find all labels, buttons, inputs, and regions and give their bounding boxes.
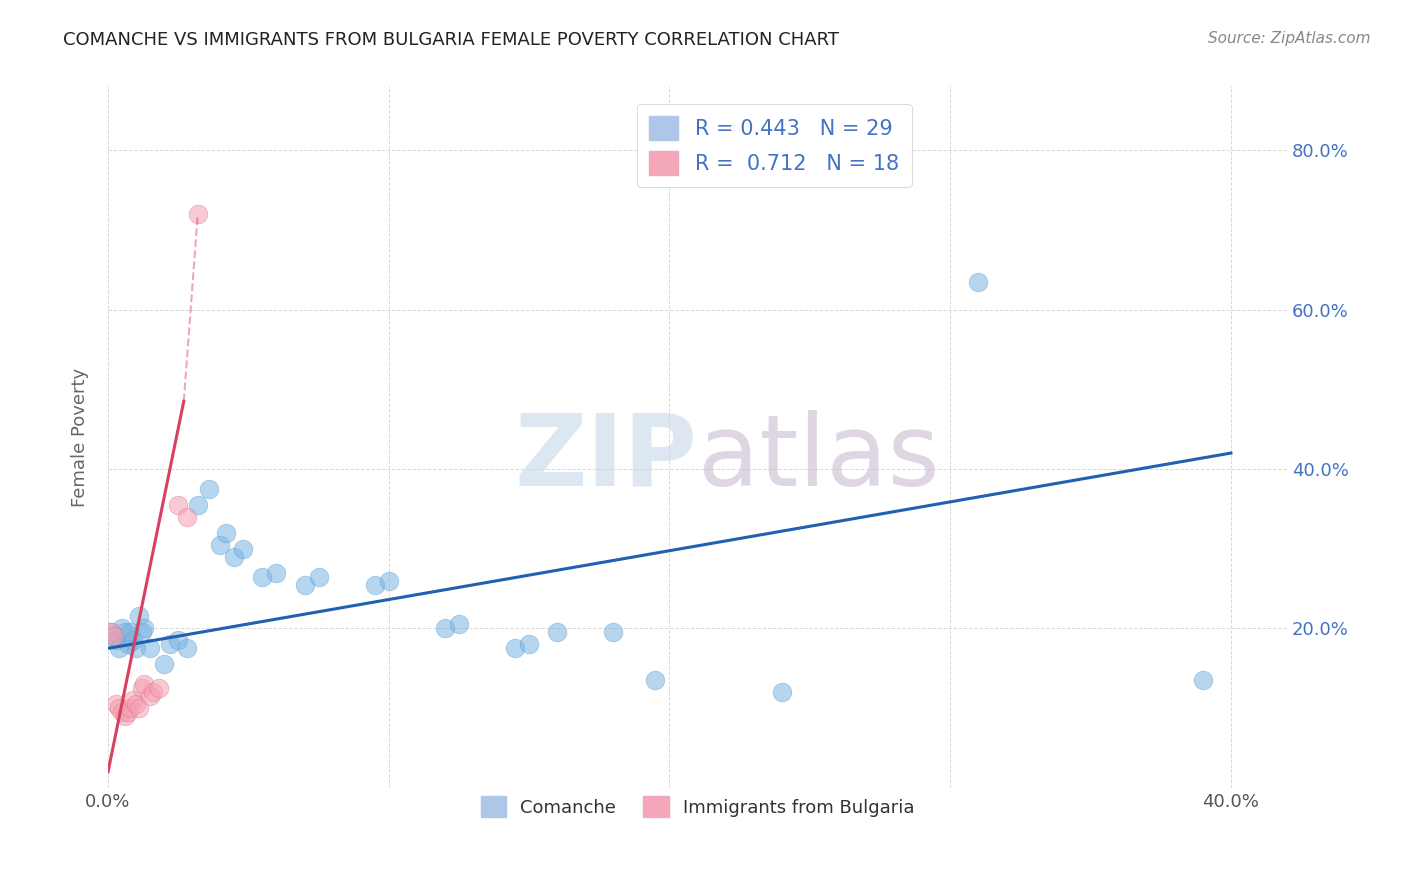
Point bbox=[100, 625, 122, 640]
Point bbox=[153, 657, 176, 672]
Point bbox=[103, 629, 125, 643]
Point bbox=[447, 617, 470, 632]
Point bbox=[209, 538, 232, 552]
Point bbox=[167, 633, 190, 648]
Point bbox=[120, 625, 142, 640]
Point bbox=[117, 705, 139, 719]
Point bbox=[602, 625, 624, 640]
Point bbox=[433, 622, 456, 636]
Point bbox=[503, 641, 526, 656]
Point bbox=[100, 625, 122, 640]
Point bbox=[377, 574, 399, 588]
Point bbox=[517, 637, 540, 651]
Point bbox=[148, 681, 170, 696]
Point bbox=[176, 641, 198, 656]
Point bbox=[128, 701, 150, 715]
Point bbox=[105, 633, 128, 648]
Legend: Comanche, Immigrants from Bulgaria: Comanche, Immigrants from Bulgaria bbox=[474, 789, 922, 824]
Point bbox=[363, 577, 385, 591]
Point bbox=[139, 689, 162, 703]
Point bbox=[294, 577, 316, 591]
Text: atlas: atlas bbox=[697, 409, 939, 507]
Point bbox=[122, 633, 145, 648]
Point bbox=[167, 498, 190, 512]
Point bbox=[131, 681, 153, 696]
Point bbox=[139, 641, 162, 656]
Point bbox=[644, 673, 666, 688]
Point bbox=[131, 625, 153, 640]
Point bbox=[308, 569, 330, 583]
Point bbox=[232, 541, 254, 556]
Point bbox=[128, 609, 150, 624]
Point bbox=[224, 549, 246, 564]
Point bbox=[103, 629, 125, 643]
Point bbox=[266, 566, 288, 580]
Point bbox=[187, 498, 209, 512]
Point bbox=[252, 569, 274, 583]
Point bbox=[117, 637, 139, 651]
Point bbox=[134, 622, 156, 636]
Point bbox=[105, 697, 128, 711]
Point bbox=[198, 482, 221, 496]
Point bbox=[125, 641, 148, 656]
Point bbox=[114, 625, 136, 640]
Point bbox=[120, 701, 142, 715]
Point bbox=[159, 637, 181, 651]
Y-axis label: Female Poverty: Female Poverty bbox=[72, 368, 89, 507]
Point bbox=[122, 693, 145, 707]
Point bbox=[770, 685, 793, 699]
Text: COMANCHE VS IMMIGRANTS FROM BULGARIA FEMALE POVERTY CORRELATION CHART: COMANCHE VS IMMIGRANTS FROM BULGARIA FEM… bbox=[63, 31, 839, 49]
Point bbox=[125, 697, 148, 711]
Point bbox=[1192, 673, 1215, 688]
Point bbox=[108, 701, 131, 715]
Point bbox=[114, 709, 136, 723]
Text: Source: ZipAtlas.com: Source: ZipAtlas.com bbox=[1208, 31, 1371, 46]
Text: ZIP: ZIP bbox=[515, 409, 697, 507]
Point bbox=[176, 509, 198, 524]
Point bbox=[546, 625, 568, 640]
Point bbox=[215, 525, 238, 540]
Point bbox=[967, 275, 990, 289]
Point bbox=[111, 622, 134, 636]
Point bbox=[108, 641, 131, 656]
Point bbox=[187, 207, 209, 221]
Point bbox=[142, 685, 165, 699]
Point bbox=[111, 705, 134, 719]
Point bbox=[134, 677, 156, 691]
